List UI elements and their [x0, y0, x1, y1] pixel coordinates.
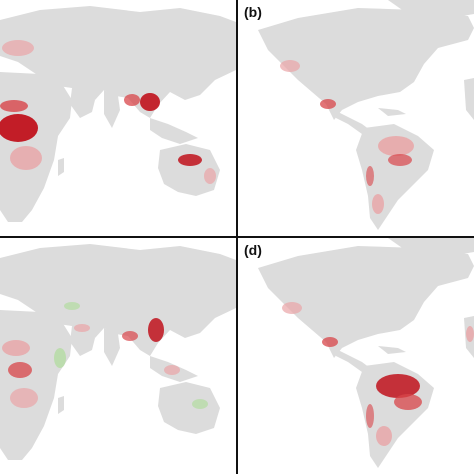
- hotspot-se-asia: [164, 365, 180, 375]
- africa-edge-landmass: [464, 78, 474, 120]
- india-landmass: [104, 90, 120, 128]
- australia-landmass: [158, 382, 220, 434]
- americas-map-b: [238, 0, 474, 236]
- hotspot-africa-edge: [466, 326, 474, 342]
- arabia-landmass: [70, 88, 95, 118]
- hotspot-mexico: [320, 99, 336, 109]
- map-panel-a: [0, 0, 236, 236]
- hotspot-brazil: [394, 394, 422, 410]
- caribbean-islands: [378, 346, 406, 354]
- caribbean-islands: [378, 108, 406, 116]
- hotspot-southern-sa: [376, 426, 392, 446]
- eastern-hemisphere-map-c: [0, 238, 236, 474]
- north-america-landmass: [258, 246, 474, 358]
- map-panel-b: (b): [238, 0, 474, 236]
- hotspot-amazon: [376, 374, 420, 398]
- hotspot-brazil: [388, 154, 412, 166]
- map-panel-d: (d): [238, 238, 474, 474]
- hotspot-east-australia: [204, 168, 216, 184]
- eastern-hemisphere-map-a: [0, 0, 236, 236]
- se-asia-islands: [150, 118, 198, 144]
- hotspot-west-coast-na: [280, 60, 300, 72]
- north-america-landmass: [258, 8, 474, 120]
- map-panel-c: [0, 238, 236, 474]
- hotspot-central-africa: [0, 114, 38, 142]
- hotspot-southern-africa: [10, 388, 38, 408]
- central-america-landmass: [334, 110, 370, 134]
- hotspot-australia: [178, 154, 202, 166]
- hotspot-west-africa: [2, 340, 30, 356]
- hotspot-middle-east: [74, 324, 90, 332]
- arabia-landmass: [70, 326, 95, 356]
- australia-landmass: [158, 144, 220, 196]
- hotspot-east-asia: [148, 318, 164, 342]
- madagascar-landmass: [58, 396, 64, 414]
- decrease-east-africa: [54, 348, 66, 368]
- hotspot-southern-africa: [10, 146, 42, 170]
- hotspot-andes: [366, 404, 374, 428]
- horizontal-divider: [0, 236, 474, 238]
- greenland-landmass: [388, 238, 474, 258]
- hotspot-europe: [2, 40, 34, 56]
- india-landmass: [104, 328, 120, 366]
- hotspot-amazon: [378, 136, 414, 156]
- hotspot-andes: [366, 166, 374, 186]
- panel-label-d: (d): [244, 242, 262, 258]
- hotspot-west-africa: [0, 100, 28, 112]
- eurasia-landmass: [0, 6, 236, 118]
- hotspot-central-africa: [8, 362, 32, 378]
- hotspot-west-coast-na: [282, 302, 302, 314]
- greenland-landmass: [388, 0, 474, 20]
- central-america-landmass: [334, 348, 370, 372]
- decrease-australia: [192, 399, 208, 409]
- hotspot-southern-sa: [372, 194, 384, 214]
- americas-map-d: [238, 238, 474, 474]
- hotspot-india: [122, 331, 138, 341]
- panel-label-b: (b): [244, 4, 262, 20]
- eurasia-landmass: [0, 244, 236, 356]
- hotspot-mexico: [322, 337, 338, 347]
- madagascar-landmass: [58, 158, 64, 176]
- hotspot-india: [124, 94, 140, 106]
- decrease-central-asia: [64, 302, 80, 310]
- hotspot-se-asia: [140, 93, 160, 111]
